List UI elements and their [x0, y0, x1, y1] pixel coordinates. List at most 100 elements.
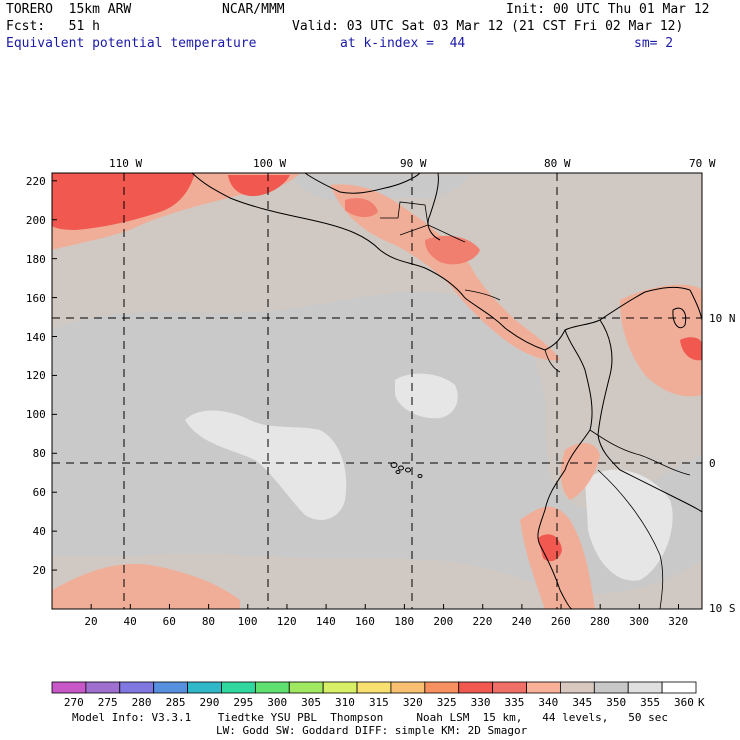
colorbar-label: 345 [572, 696, 593, 709]
x-tick-label: 320 [668, 615, 689, 628]
x-tick-label: 180 [394, 615, 415, 628]
y-tick-label: 140 [25, 330, 46, 344]
forecast-hour: Fcst: 51 h [6, 19, 100, 34]
field-region-355-c [585, 469, 673, 581]
map-frame [51, 172, 703, 610]
colorbar-label: 300 [267, 696, 288, 709]
x-tick-label: 100 [237, 615, 258, 628]
colorbar-unit: K [698, 696, 705, 709]
y-tick-label: 100 [25, 408, 46, 422]
colorbar-swatch [153, 681, 188, 694]
x-tick-label: 60 [162, 615, 176, 628]
colorbar-swatch [458, 681, 494, 694]
model-title: TORERO 15km ARW [6, 2, 132, 17]
colorbar [51, 681, 697, 694]
colorbar-swatch [187, 681, 222, 694]
x-tick-label: 120 [276, 615, 297, 628]
colorbar-label: 360 [674, 696, 694, 709]
colorbar-swatch [390, 681, 426, 694]
x-tick-label: 40 [123, 615, 137, 628]
lon-label-110w: 110 W [109, 157, 143, 170]
valid-time: Valid: 03 UTC Sat 03 Mar 12 (21 CST Fri … [292, 19, 684, 34]
field-region-355-b [395, 373, 458, 419]
colorbar-label: 355 [640, 696, 660, 709]
center-title: NCAR/MMM [222, 2, 285, 17]
y-tick-label: 80 [32, 447, 46, 461]
y-tick-label: 220 [25, 174, 46, 188]
level-info: at k-index = 44 [340, 36, 466, 51]
graticule [52, 173, 702, 609]
colorbar-label: 315 [368, 696, 389, 709]
lon-label-100w: 100 W [253, 157, 287, 170]
colorbar-swatch [288, 681, 324, 694]
colorbar-swatch [560, 681, 595, 694]
smoothing-info: sm= 2 [634, 36, 674, 51]
colorbar-label: 295 [233, 696, 254, 709]
y-tick-label: 120 [25, 369, 46, 383]
colorbar-label: 305 [301, 696, 322, 709]
field-name: Equivalent potential temperature [6, 36, 257, 51]
colorbar-swatch [51, 681, 87, 694]
x-tick-label: 240 [511, 615, 532, 628]
colorbar-swatch [356, 681, 392, 694]
colorbar-label: 350 [606, 696, 627, 709]
x-tick-label: 280 [589, 615, 610, 628]
colorbar-label: 275 [97, 696, 118, 709]
y-tick-label: 180 [25, 252, 46, 266]
x-tick-label: 80 [201, 615, 216, 628]
colorbar-swatch [593, 681, 629, 694]
colorbar-label: 325 [436, 696, 457, 709]
colorbar-swatch [221, 681, 256, 694]
colorbar-swatch [627, 681, 663, 694]
colorbar-label: 340 [538, 696, 559, 709]
y-tick-label: 40 [32, 525, 46, 539]
colorbar-label: 290 [199, 696, 220, 709]
x-tick-label: 260 [550, 615, 571, 628]
colorbar-swatch [254, 681, 290, 694]
field-region-340-east [620, 284, 702, 397]
field-region-335-honduras [425, 235, 480, 265]
y-tick-label: 20 [32, 564, 46, 578]
x-tick-label: 140 [315, 615, 336, 628]
x-tick-label: 160 [355, 615, 375, 628]
colorbar-label: 330 [470, 696, 491, 709]
field-region-335-guatemala [345, 198, 378, 218]
field-region-340-central-america [330, 184, 560, 361]
x-tick-label: 200 [433, 615, 454, 628]
colorbar-swatch [322, 681, 358, 694]
lon-label-80w: 80 W [544, 157, 571, 170]
axis-ticks [52, 180, 680, 609]
colorbar-swatch [119, 681, 155, 694]
colorbar-label: 280 [131, 696, 152, 709]
lat-label-0: 0 [709, 457, 716, 470]
y-tick-label: 200 [25, 213, 46, 227]
colorbar-swatch [492, 681, 527, 694]
colorbar-label: 335 [504, 696, 525, 709]
lat-label-10s: 10 S [709, 602, 736, 615]
colorbar-swatch [526, 681, 561, 694]
field-region-355-a [185, 410, 347, 520]
coastlines [191, 172, 703, 610]
y-tick-label: 160 [25, 291, 46, 305]
lon-label-90w: 90 W [400, 157, 427, 170]
x-tick-label: 300 [629, 615, 650, 628]
lat-label-10n: 10 N [709, 312, 736, 325]
field-region-330-peru [538, 534, 562, 562]
colorbar-label: 285 [165, 696, 186, 709]
country-borders [380, 201, 691, 610]
colorbar-swatch [424, 681, 460, 694]
model-info-line: Model Info: V3.3.1 Tiedtke YSU PBL Thomp… [72, 711, 669, 724]
colorbar-swatch [661, 681, 697, 694]
lon-label-70w: 70 W [689, 157, 716, 170]
x-tick-label: 20 [84, 615, 98, 628]
colorbar-swatch [85, 681, 121, 694]
init-time: Init: 00 UTC Thu 01 Mar 12 [506, 2, 710, 17]
y-tick-label: 60 [32, 486, 46, 500]
field-region-330-venezuela [680, 337, 702, 361]
colorbar-label: 310 [335, 696, 355, 709]
field-region-340-southwest [52, 564, 240, 609]
x-tick-label: 220 [472, 615, 493, 628]
colorbar-label: 270 [63, 696, 84, 709]
field-region-330-mexico [228, 175, 290, 197]
